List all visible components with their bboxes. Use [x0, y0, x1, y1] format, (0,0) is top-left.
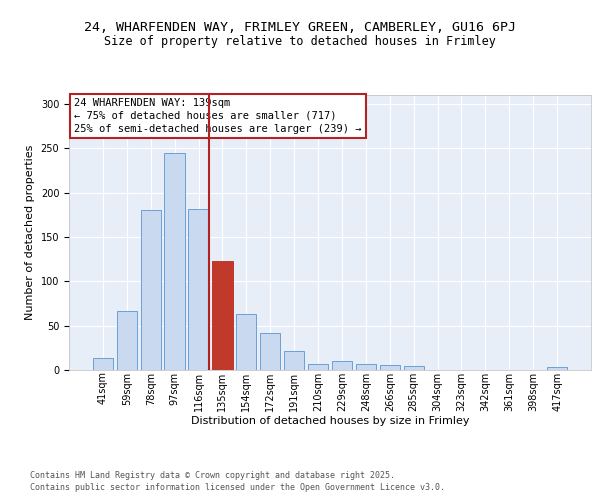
Text: 24 WHARFENDEN WAY: 139sqm
← 75% of detached houses are smaller (717)
25% of semi: 24 WHARFENDEN WAY: 139sqm ← 75% of detac… [74, 98, 362, 134]
Bar [404, 366, 424, 370]
Bar [547, 368, 567, 370]
Text: Size of property relative to detached houses in Frimley: Size of property relative to detached ho… [104, 34, 496, 48]
Y-axis label: Number of detached properties: Number of detached properties [25, 145, 35, 320]
Text: Contains HM Land Registry data © Crown copyright and database right 2025.: Contains HM Land Registry data © Crown c… [30, 472, 395, 480]
Bar [260, 332, 280, 370]
Bar [284, 352, 304, 370]
Bar [356, 364, 376, 370]
X-axis label: Distribution of detached houses by size in Frimley: Distribution of detached houses by size … [191, 416, 469, 426]
Bar [140, 210, 161, 370]
Bar [116, 310, 137, 370]
Bar [308, 364, 328, 370]
Bar [236, 314, 256, 370]
Bar [93, 358, 113, 370]
Bar [164, 152, 185, 370]
Bar [332, 361, 352, 370]
Text: Contains public sector information licensed under the Open Government Licence v3: Contains public sector information licen… [30, 483, 445, 492]
Text: 24, WHARFENDEN WAY, FRIMLEY GREEN, CAMBERLEY, GU16 6PJ: 24, WHARFENDEN WAY, FRIMLEY GREEN, CAMBE… [84, 21, 516, 34]
Bar [188, 208, 209, 370]
Bar [380, 364, 400, 370]
Bar [212, 261, 233, 370]
